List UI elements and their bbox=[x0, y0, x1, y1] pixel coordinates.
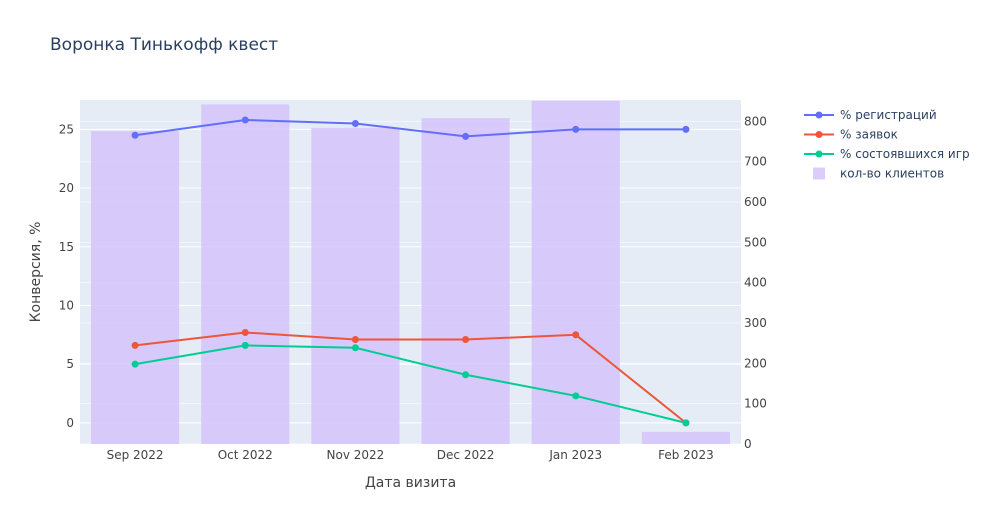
x-tick-label: Nov 2022 bbox=[327, 448, 385, 462]
x-tick-label: Jan 2023 bbox=[548, 448, 602, 462]
y2-axis-ticks: 0 100 200 300 400 500 600 700 800 bbox=[744, 114, 767, 451]
y-axis-label: Конверсия, % bbox=[28, 222, 44, 323]
series-point[interactable] bbox=[572, 125, 580, 133]
series-point[interactable] bbox=[572, 392, 580, 400]
series-point[interactable] bbox=[682, 125, 690, 133]
x-axis-label: Дата визита bbox=[365, 475, 456, 491]
legend-label: % состоявшихся игр bbox=[840, 147, 970, 161]
bar[interactable] bbox=[641, 431, 730, 444]
series-point[interactable] bbox=[462, 336, 470, 344]
series-line[interactable] bbox=[134, 344, 687, 424]
bar[interactable] bbox=[311, 127, 400, 445]
bar[interactable] bbox=[531, 100, 620, 444]
series-point[interactable] bbox=[351, 119, 359, 127]
series-point[interactable] bbox=[351, 336, 359, 344]
bar[interactable] bbox=[201, 104, 290, 445]
y-tick-label: 15 bbox=[59, 240, 74, 254]
series-point[interactable] bbox=[572, 331, 580, 339]
y2-tick-label: 100 bbox=[744, 397, 767, 411]
y2-tick-label: 200 bbox=[744, 356, 767, 370]
legend[interactable]: % регистраций % заявок % состоявшихся игр к… bbox=[804, 108, 970, 181]
x-tick-label: Feb 2023 bbox=[658, 448, 714, 462]
line-series[interactable] bbox=[131, 116, 690, 427]
legend-label: % заявок bbox=[840, 128, 898, 142]
legend-bar-swatch bbox=[813, 167, 825, 180]
series-line[interactable] bbox=[134, 331, 687, 424]
x-axis-ticks: Sep 2022 Oct 2022 Nov 2022 Dec 2022 Jan 2023… bbox=[107, 448, 714, 462]
y-tick-label: 10 bbox=[59, 298, 74, 312]
y2-tick-label: 400 bbox=[744, 276, 767, 290]
y2-tick-label: 700 bbox=[744, 155, 767, 169]
y-axis-ticks: 0 5 10 15 20 25 bbox=[59, 122, 74, 430]
series-point[interactable] bbox=[462, 132, 470, 140]
y-tick-label: 0 bbox=[66, 416, 74, 430]
series-line[interactable] bbox=[134, 118, 686, 138]
legend-marker bbox=[815, 131, 823, 138]
legend-label: % регистраций bbox=[840, 108, 937, 122]
y-tick-label: 25 bbox=[59, 122, 74, 136]
legend-item[interactable]: % состоявшихся игр bbox=[804, 147, 970, 161]
chart-title: Воронка Тинькофф квест bbox=[50, 35, 278, 55]
y2-tick-label: 800 bbox=[744, 114, 767, 128]
x-tick-label: Dec 2022 bbox=[437, 448, 495, 462]
x-tick-label: Oct 2022 bbox=[218, 448, 273, 462]
series-point[interactable] bbox=[682, 419, 690, 427]
y2-tick-label: 600 bbox=[744, 195, 767, 209]
series-point[interactable] bbox=[131, 360, 139, 368]
bar[interactable] bbox=[421, 118, 510, 445]
y-tick-label: 5 bbox=[66, 357, 74, 371]
y2-tick-label: 0 bbox=[744, 437, 752, 451]
y2-tick-label: 300 bbox=[744, 316, 767, 330]
series-point[interactable] bbox=[131, 341, 139, 349]
legend-item[interactable]: % регистраций bbox=[804, 108, 937, 122]
y2-tick-label: 500 bbox=[744, 235, 767, 249]
legend-marker bbox=[815, 150, 823, 158]
y-tick-label: 20 bbox=[59, 181, 74, 195]
bar[interactable] bbox=[91, 131, 180, 445]
legend-item[interactable]: % заявок bbox=[804, 128, 898, 142]
series-point[interactable] bbox=[241, 116, 249, 124]
series-point[interactable] bbox=[351, 344, 359, 352]
bar-series[interactable] bbox=[91, 100, 730, 445]
x-tick-label: Sep 2022 bbox=[107, 448, 164, 462]
series-point[interactable] bbox=[131, 131, 139, 139]
legend-marker bbox=[815, 111, 823, 119]
series-point[interactable] bbox=[241, 328, 249, 336]
legend-item[interactable]: кол-во клиентов bbox=[813, 167, 944, 181]
plot-area bbox=[80, 100, 741, 444]
gridlines bbox=[80, 120, 741, 445]
series-point[interactable] bbox=[462, 371, 470, 379]
legend-label: кол-во клиентов bbox=[840, 167, 944, 181]
series-point[interactable] bbox=[241, 341, 249, 349]
